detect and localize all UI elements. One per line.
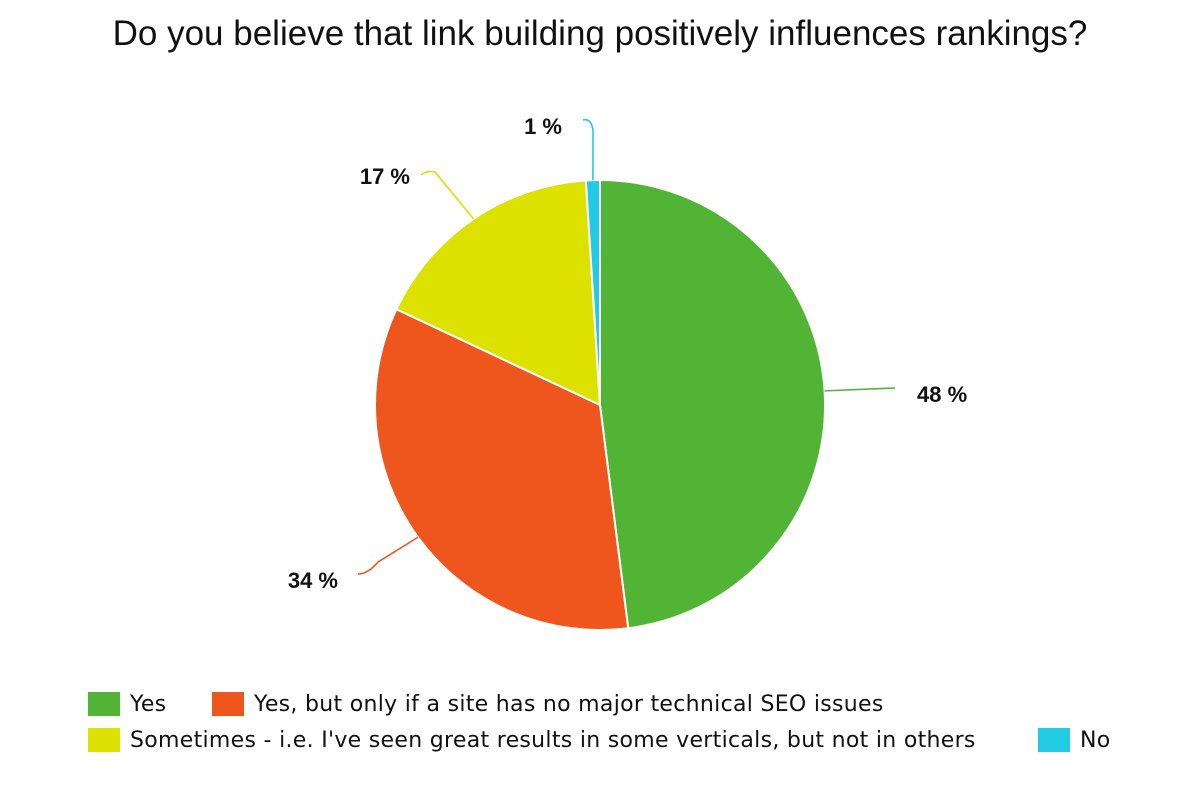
legend-label: Yes, but only if a site has no major tec…: [254, 691, 884, 717]
legend-item-sometimes[interactable]: Sometimes - i.e. I've seen great results…: [88, 724, 976, 756]
leader-line-no: [582, 118, 594, 181]
legend-item-yes-conditional[interactable]: Yes, but only if a site has no major tec…: [212, 688, 884, 720]
pie-slices: [373, 178, 826, 631]
data-label-sometimes-i-e-i-ve-seen-great-results-in: 17 %: [360, 164, 410, 189]
leader-line-sometimes-i-e-i-ve-seen-great-results-in: [420, 170, 475, 220]
legend-label: Sometimes - i.e. I've seen great results…: [130, 727, 976, 753]
legend-label: Yes: [130, 691, 167, 717]
legend-row-1: Yes Yes, but only if a site has no major…: [88, 688, 1128, 724]
legend-row-2: Sometimes - i.e. I've seen great results…: [88, 724, 1128, 760]
legend-swatch: [1038, 728, 1070, 752]
legend-label: No: [1080, 727, 1111, 753]
leader-line-yes-but-only-if-a-site-has-no-major-tech: [357, 536, 419, 575]
legend-item-yes[interactable]: Yes: [88, 688, 166, 720]
data-labels: 48 % 34 % 17 % 1 %: [288, 114, 967, 593]
data-label-yes-but-only-if-a-site-has-no-major-tech: 34 %: [288, 568, 338, 593]
leader-lines: [357, 118, 896, 575]
legend: Yes Yes, but only if a site has no major…: [88, 688, 1128, 760]
chart-title: Do you believe that link building positi…: [112, 14, 1088, 53]
legend-swatch: [88, 692, 120, 716]
data-label-yes: 48 %: [917, 382, 967, 407]
legend-swatch: [212, 692, 244, 716]
pie-slice-yes[interactable]: [599, 179, 826, 630]
pie-chart: 48 % 34 % 17 % 1 %: [288, 114, 967, 631]
leader-line-yes: [824, 387, 896, 392]
data-label-no: 1 %: [524, 114, 562, 139]
legend-swatch: [88, 728, 120, 752]
legend-item-no[interactable]: No: [1038, 724, 1111, 756]
